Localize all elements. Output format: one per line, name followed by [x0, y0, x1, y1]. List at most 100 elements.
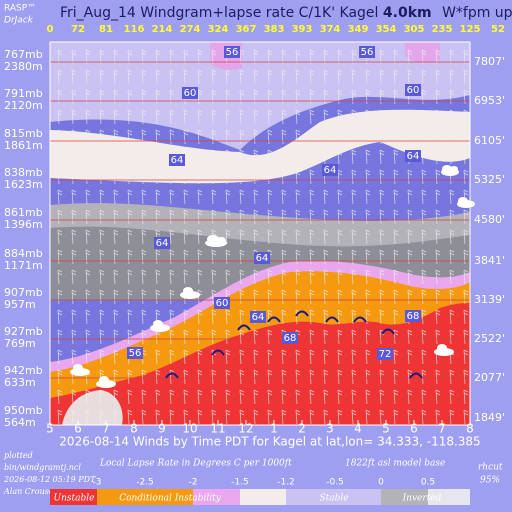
- wind-barb: [85, 69, 91, 85]
- wind-barb: [449, 69, 455, 85]
- wind-barb: [197, 329, 203, 345]
- wind-barb: [337, 309, 343, 325]
- wind-barb: [309, 289, 315, 305]
- x-tick-label: 8: [130, 422, 138, 436]
- wind-barb: [225, 89, 231, 105]
- wind-barb: [407, 289, 413, 305]
- contour-label: 64: [407, 151, 420, 162]
- colorbar-swatch: [193, 489, 240, 505]
- wind-barb: [127, 309, 133, 325]
- x-tick-label: 11: [210, 422, 225, 436]
- wind-barb: [183, 109, 189, 125]
- x-tick-label: 6: [74, 422, 82, 436]
- category-label: Inverted: [402, 494, 442, 504]
- cream-region: [50, 109, 470, 184]
- wind-barb: [253, 109, 259, 125]
- wind-barb: [141, 269, 147, 285]
- top-value: 116: [124, 24, 145, 35]
- wind-barb: [365, 409, 371, 425]
- wind-barb: [351, 169, 357, 185]
- wind-barb: [281, 369, 287, 385]
- wind-barb: [421, 349, 427, 365]
- wind-barb: [71, 229, 77, 245]
- colorbar-base: 1822ft asl model base: [345, 459, 445, 469]
- wind-barb: [99, 109, 105, 125]
- wind-barb: [351, 309, 357, 325]
- contour-label: 64: [171, 155, 184, 166]
- wind-barb: [169, 69, 175, 85]
- wind-barb: [379, 389, 385, 405]
- pressure-label: 767mb: [4, 48, 43, 61]
- wind-barb: [435, 169, 441, 185]
- wind-barb: [127, 89, 133, 105]
- wind-barb: [463, 149, 469, 165]
- wind-barb: [463, 249, 469, 265]
- wind-barb: [435, 109, 441, 125]
- wind-barb: [337, 129, 343, 145]
- wind-barb: [183, 209, 189, 225]
- wind-barb: [141, 129, 147, 145]
- contour-labels: 56 56 60 60 64 64 64 64 64 60 64 68 68 56 72: [127, 46, 421, 360]
- colorbar-ticks: -3 -2.5 -2 -1.5 -1.2 -0.5 0 0.5: [93, 478, 436, 488]
- top-value: 354: [376, 24, 397, 35]
- wind-barb: [407, 109, 413, 125]
- wind-barb: [337, 389, 343, 405]
- wind-barb: [309, 89, 315, 105]
- pressure-label: 815mb: [4, 127, 43, 140]
- contour-label: 64: [156, 238, 169, 249]
- wind-barb: [197, 129, 203, 145]
- wind-barb: [337, 169, 343, 185]
- wind-barb: [197, 369, 203, 385]
- wind-barb: [365, 249, 371, 265]
- wind-barb: [239, 409, 245, 425]
- wind-barb: [295, 69, 301, 85]
- wind-barb: [127, 229, 133, 245]
- wind-barb: [127, 169, 133, 185]
- wind-barb: [113, 169, 119, 185]
- wind-barb: [85, 249, 91, 265]
- wind-barb: [155, 109, 161, 125]
- wind-barb: [99, 229, 105, 245]
- wind-barb: [421, 249, 427, 265]
- wind-barb: [351, 289, 357, 305]
- wind-barb: [85, 329, 91, 345]
- wind-barb: [99, 349, 105, 365]
- wind-barb: [113, 309, 119, 325]
- wind-barb: [295, 409, 301, 425]
- wind-barb: [183, 269, 189, 285]
- wind-barb: [197, 149, 203, 165]
- wind-barb: [309, 269, 315, 285]
- wind-barb: [169, 169, 175, 185]
- wind-barb: [253, 89, 259, 105]
- colorbar-tick-label: -2: [189, 478, 198, 488]
- logo-author: DrJack: [4, 16, 34, 26]
- wind-barb: [267, 129, 273, 145]
- wind-barb: [393, 349, 399, 365]
- top-value: 383: [264, 24, 285, 35]
- wind-barb: [393, 109, 399, 125]
- wind-barb: [337, 229, 343, 245]
- wind-barb: [323, 89, 329, 105]
- wind-barb: [337, 69, 343, 85]
- wind-barb: [253, 269, 259, 285]
- wind-barb: [183, 129, 189, 145]
- wind-barb: [281, 209, 287, 225]
- wind-barb: [337, 109, 343, 125]
- contour-label: 60: [216, 298, 229, 309]
- wind-barb: [71, 69, 77, 85]
- wind-barb: [407, 249, 413, 265]
- wind-barb: [463, 309, 469, 325]
- wind-barb: [85, 189, 91, 205]
- wind-barb: [197, 209, 203, 225]
- wind-barb: [155, 189, 161, 205]
- wind-barb: [337, 409, 343, 425]
- wind-barb: [421, 409, 427, 425]
- contour-label: 68: [284, 333, 297, 344]
- category-label: Conditional Instability: [119, 494, 222, 504]
- wind-barb: [267, 69, 273, 85]
- wind-barb: [463, 329, 469, 345]
- wind-barb: [113, 369, 119, 385]
- wind-barb: [323, 409, 329, 425]
- wind-barb: [85, 109, 91, 125]
- wind-barb: [365, 349, 371, 365]
